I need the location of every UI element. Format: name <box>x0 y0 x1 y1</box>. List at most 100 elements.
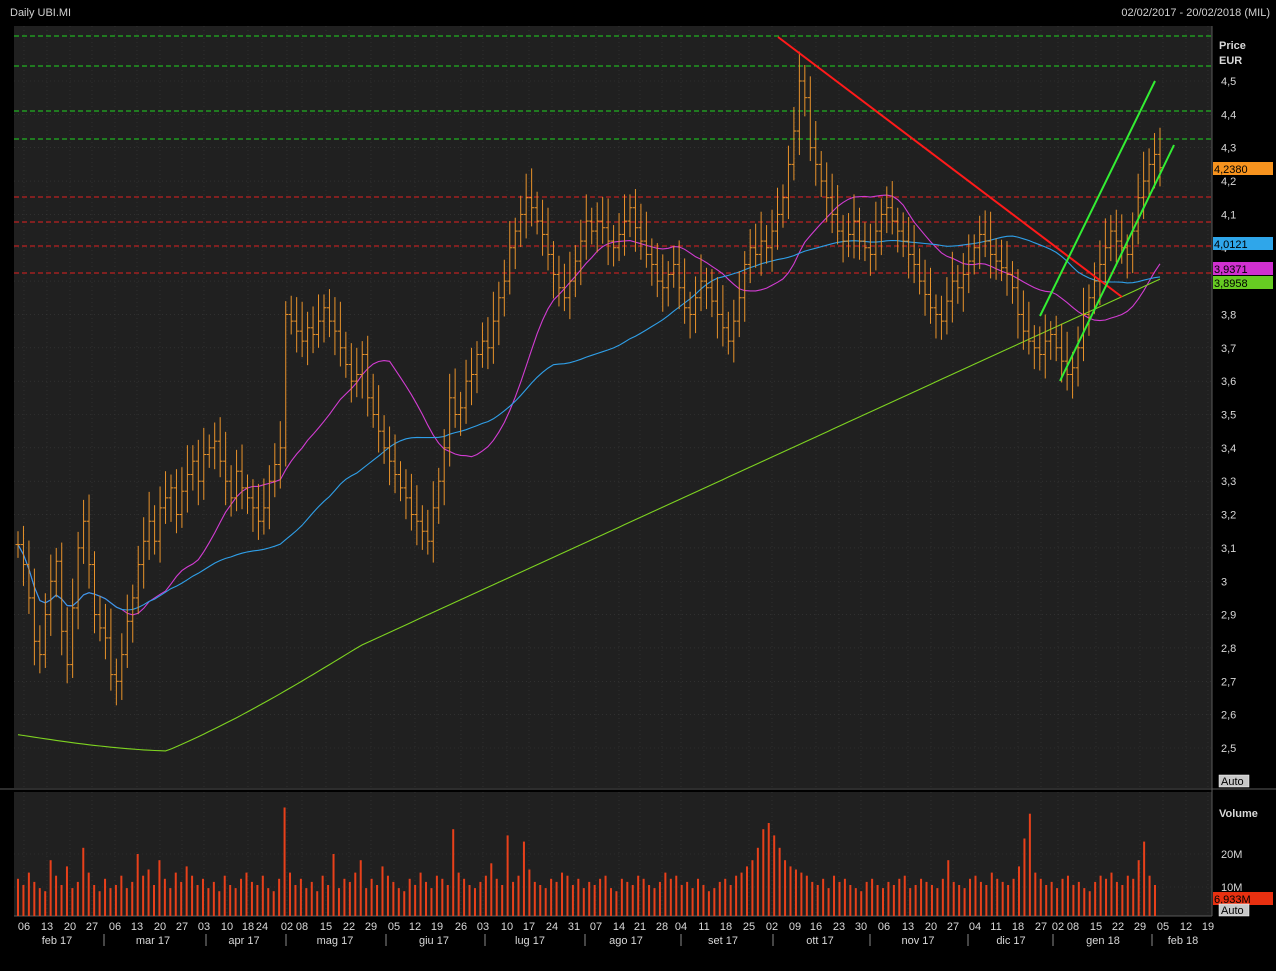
volume-bar <box>147 869 150 916</box>
price-auto-button[interactable]: Auto <box>1218 774 1250 788</box>
day-tick-label: 19 <box>1202 921 1214 933</box>
day-tick-label: 15 <box>1090 921 1102 933</box>
ohlc-bar <box>425 509 431 555</box>
volume-bar <box>1143 841 1146 916</box>
day-tick-label: 27 <box>176 921 188 933</box>
last-volume-tag: 6,933M <box>1213 892 1273 906</box>
month-tick-label: feb 17 <box>42 935 73 947</box>
ohlc-bar <box>452 368 458 428</box>
volume-bar <box>501 885 504 916</box>
ohlc-bar <box>206 434 212 468</box>
svg-text:4,0121: 4,0121 <box>1214 239 1248 251</box>
ohlc-bar <box>791 107 797 181</box>
ohlc-bar <box>561 263 567 312</box>
day-tick-label: 26 <box>455 921 467 933</box>
ohlc-bar <box>835 185 841 245</box>
volume-bar <box>114 885 117 916</box>
volume-bar <box>745 866 748 916</box>
ohlc-bar <box>59 542 65 656</box>
volume-bar <box>1148 875 1151 916</box>
volume-bar <box>397 888 400 916</box>
volume-bar <box>800 872 803 916</box>
day-tick-label: 02 <box>281 921 293 933</box>
volume-bar <box>920 878 923 916</box>
ohlc-bar <box>326 289 332 338</box>
volume-bar <box>376 885 379 916</box>
month-tick-label: giu 17 <box>419 935 449 947</box>
ma-mid-tag: 4,0121 <box>1213 237 1273 251</box>
ohlc-bar <box>75 531 81 630</box>
ohlc-bar <box>616 213 622 262</box>
volume-bar <box>348 881 351 916</box>
volume-bar <box>1061 878 1064 916</box>
ohlc-bar <box>911 225 917 284</box>
ohlc-bar <box>944 277 950 335</box>
ohlc-bar <box>436 467 442 524</box>
ohlc-bar <box>523 173 529 239</box>
ohlc-bar <box>955 265 961 304</box>
price-tick-label: 3,6 <box>1221 376 1236 388</box>
volume-bar <box>365 888 368 916</box>
day-tick-label: 23 <box>833 921 845 933</box>
month-tick-label: mag 17 <box>317 935 354 947</box>
volume-bar <box>142 875 145 916</box>
day-tick-label: 03 <box>198 921 210 933</box>
volume-bar <box>163 878 166 916</box>
volume-bar <box>582 888 585 916</box>
volume-bar <box>452 829 455 916</box>
day-tick-label: 27 <box>1035 921 1047 933</box>
volume-bar <box>588 881 591 916</box>
ohlc-bar <box>1026 301 1032 355</box>
ohlc-bar <box>856 207 862 260</box>
price-tick-label: 3,3 <box>1221 476 1236 488</box>
volume-bar <box>811 881 814 916</box>
volume-bar <box>637 875 640 916</box>
volume-bar <box>1088 891 1091 916</box>
downtrend-line <box>777 36 1123 298</box>
ohlc-bar <box>928 267 934 324</box>
volume-bar <box>952 881 955 916</box>
day-tick-label: 14 <box>613 921 625 933</box>
ohlc-bar <box>108 608 114 691</box>
ohlc-bar <box>1091 262 1097 314</box>
ohlc-bar <box>578 219 584 286</box>
ohlc-bar <box>720 285 726 347</box>
day-tick-label: 11 <box>698 921 709 933</box>
volume-bar <box>240 878 243 916</box>
ohlc-bar <box>223 431 229 506</box>
price-plot-area[interactable] <box>14 26 1212 788</box>
volume-bar <box>566 875 569 916</box>
volume-bar <box>327 885 330 916</box>
volume-bar <box>1137 860 1140 916</box>
ohlc-bar <box>212 422 218 470</box>
volume-bar <box>131 881 134 916</box>
volume-plot-area[interactable] <box>14 792 1212 916</box>
ohlc-bar <box>91 551 97 634</box>
ohlc-bar <box>113 658 119 706</box>
volume-bar <box>702 885 705 916</box>
volume-bar <box>321 875 324 916</box>
volume-bar <box>386 875 389 916</box>
price-tick-label: 4,4 <box>1221 109 1236 121</box>
volume-bar <box>495 878 498 916</box>
volume-bar <box>958 885 961 916</box>
volume-bar <box>843 878 846 916</box>
ohlc-bar <box>1113 209 1119 263</box>
ohlc-bar <box>1152 133 1158 189</box>
volume-bar <box>669 878 672 916</box>
volume-auto-button[interactable]: Auto <box>1218 903 1250 917</box>
month-tick-label: feb 18 <box>1168 935 1199 947</box>
month-tick-label: apr 17 <box>228 935 259 947</box>
volume-bar <box>93 885 96 916</box>
ohlc-bar <box>15 531 21 558</box>
ohlc-bar <box>1075 326 1081 387</box>
ohlc-bar <box>545 207 551 271</box>
ohlc-bar <box>173 469 179 534</box>
volume-bar <box>27 872 30 916</box>
month-tick-label: ott 17 <box>806 935 834 947</box>
volume-bar <box>98 891 101 916</box>
ohlc-bar <box>747 229 753 284</box>
ohlc-bar <box>441 429 447 506</box>
ohlc-bar <box>862 222 868 262</box>
ohlc-bar <box>1102 218 1108 284</box>
